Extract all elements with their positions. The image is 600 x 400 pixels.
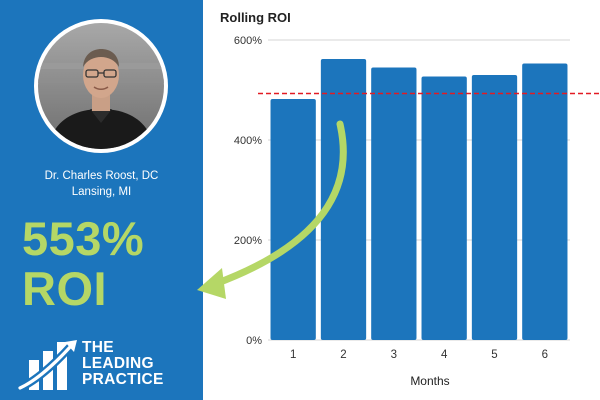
y-tick-label: 200% — [234, 235, 262, 247]
logo-line-2: LEADING — [82, 355, 154, 372]
logo-line-3: PRACTICE — [82, 371, 164, 388]
person-photo-icon — [38, 23, 164, 149]
logo-mark-icon — [16, 340, 77, 392]
headline-roi: 553% ROI — [22, 214, 144, 314]
x-tick-label: 4 — [441, 349, 448, 361]
headline-label: ROI — [22, 262, 108, 315]
x-tick-label: 2 — [340, 349, 346, 361]
person-location: Lansing, MI — [71, 186, 132, 198]
bar-month-2 — [320, 59, 367, 340]
x-tick-label: 6 — [542, 349, 548, 361]
logo-line-1: THE — [82, 339, 114, 356]
bars — [270, 59, 568, 340]
bar-month-4 — [421, 76, 467, 340]
bar-month-1 — [270, 99, 316, 340]
y-tick-label: 0% — [246, 335, 262, 347]
bar-month-5 — [471, 75, 518, 340]
x-tick-label: 5 — [491, 349, 497, 361]
bar-month-3 — [371, 67, 417, 340]
bar-month-6 — [522, 63, 568, 340]
x-tick-label: 1 — [290, 349, 296, 361]
x-tick-label: 3 — [391, 349, 397, 361]
chart-title: Rolling ROI — [220, 10, 291, 25]
y-tick-label: 600% — [234, 35, 262, 47]
person-name: Dr. Charles Roost, DC — [44, 170, 159, 182]
avatar — [34, 19, 168, 153]
y-tick-labels: 0% 200% 400% 600% — [234, 35, 262, 347]
gridlines — [268, 39, 570, 341]
logo-text: THE LEADING PRACTICE — [82, 340, 164, 388]
x-axis-label: Months — [410, 374, 449, 388]
curved-arrow-icon — [197, 120, 347, 299]
avatar-photo — [38, 23, 164, 149]
y-tick-label: 400% — [234, 135, 262, 147]
profile-panel: Dr. Charles Roost, DC Lansing, MI 553% R… — [0, 0, 203, 400]
headline-value: 553% — [22, 212, 145, 265]
x-tick-labels: 1 2 3 4 5 6 — [290, 349, 548, 361]
